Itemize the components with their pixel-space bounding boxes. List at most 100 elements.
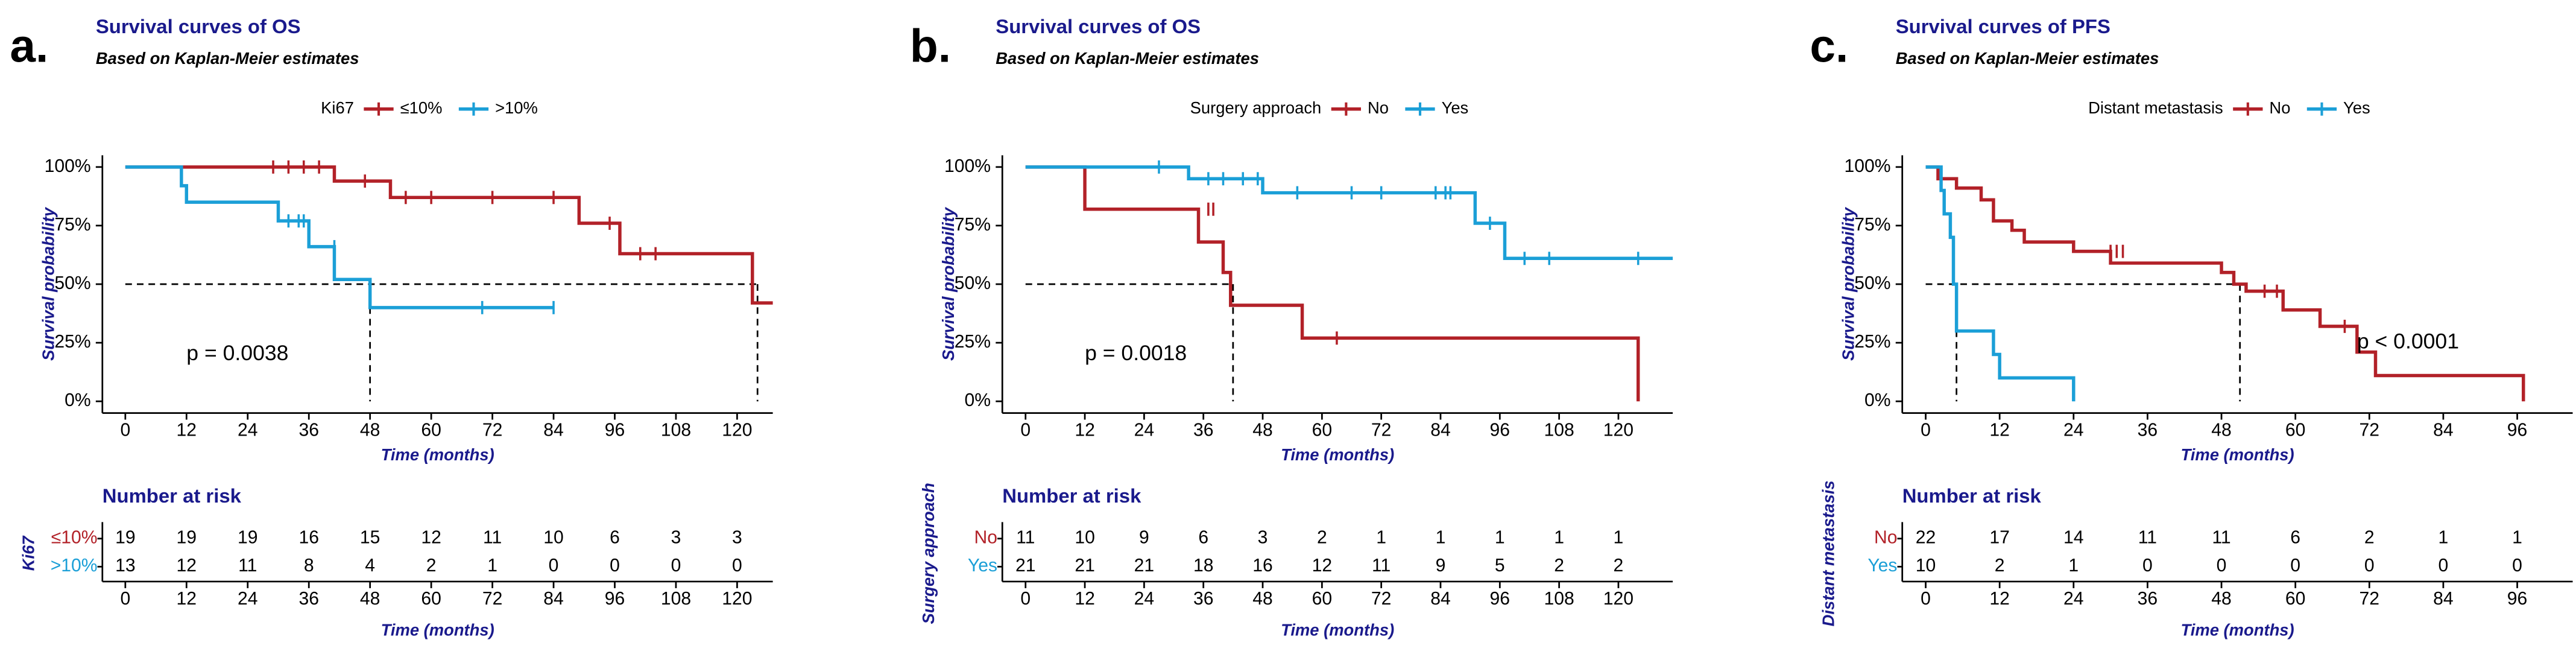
risk-x-label: Time (months): [381, 620, 494, 639]
risk-count: 1: [1554, 528, 1564, 548]
p-value: p = 0.0018: [1085, 341, 1187, 365]
risk-count: 21: [1134, 556, 1155, 576]
risk-count: 0: [2142, 556, 2153, 576]
risk-count: 6: [1198, 528, 1208, 548]
risk-count: 9: [1139, 528, 1149, 548]
risk-x-label: Time (months): [2181, 620, 2294, 639]
x-tick-label: 96: [605, 421, 625, 440]
risk-x-tick-label: 108: [661, 589, 691, 609]
risk-x-tick-label: 72: [2360, 589, 2379, 609]
risk-count: 11: [238, 556, 257, 576]
risk-x-tick-label: 0: [1921, 589, 1931, 609]
risk-count: 1: [1436, 528, 1446, 548]
risk-x-tick-label: 60: [2285, 589, 2305, 609]
x-tick-label: 60: [2285, 421, 2305, 440]
risk-count: 6: [2290, 528, 2300, 548]
survival-curve: [1925, 165, 2076, 402]
risk-count: 0: [549, 556, 559, 576]
risk-x-tick-label: 12: [1989, 589, 2010, 609]
risk-count: 19: [177, 528, 197, 548]
risk-x-tick-label: 96: [2507, 589, 2528, 609]
risk-x-label: Time (months): [1281, 620, 1394, 639]
y-tick-label: 25%: [955, 332, 991, 352]
x-tick-label: 108: [661, 421, 691, 440]
y-tick-label: 50%: [1854, 273, 1890, 293]
x-tick-label: 96: [2507, 421, 2528, 440]
risk-table-title: Number at risk: [1002, 484, 1141, 507]
risk-row-label: No: [974, 528, 998, 548]
risk-table-title: Number at risk: [103, 484, 242, 507]
x-tick-label: 36: [298, 421, 318, 440]
risk-count: 1: [2512, 528, 2522, 548]
x-tick-label: 0: [1921, 421, 1931, 440]
risk-count: 3: [671, 528, 681, 548]
risk-count: 6: [610, 528, 620, 548]
y-axis-label: Survival probability: [1839, 206, 1857, 361]
x-tick-label: 120: [722, 421, 752, 440]
risk-count: 3: [732, 528, 742, 548]
survival-curve: [125, 165, 773, 305]
risk-count: 16: [1252, 556, 1273, 576]
risk-count: 2: [1317, 528, 1327, 548]
risk-count: 11: [2212, 528, 2230, 548]
risk-count: 10: [543, 528, 564, 548]
risk-x-tick-label: 48: [2211, 589, 2231, 609]
risk-count: 19: [115, 528, 136, 548]
legend-label: >10%: [495, 98, 538, 117]
risk-count: 0: [2439, 556, 2449, 576]
risk-count: 9: [1436, 556, 1446, 576]
chart-subtitle: Based on Kaplan-Meier estimates: [996, 49, 1259, 68]
risk-x-tick-label: 12: [1075, 589, 1095, 609]
risk-count: 1: [487, 556, 497, 576]
risk-count: 1: [1376, 528, 1386, 548]
risk-x-tick-label: 24: [238, 589, 258, 609]
y-tick-label: 100%: [944, 156, 991, 176]
x-tick-label: 24: [1134, 421, 1155, 440]
x-tick-label: 108: [1544, 421, 1574, 440]
y-tick-label: 100%: [1845, 156, 1891, 176]
risk-count: 8: [304, 556, 314, 576]
risk-x-tick-label: 120: [1603, 589, 1634, 609]
risk-count: 2: [1554, 556, 1564, 576]
y-axis-label: Survival probability: [39, 206, 57, 361]
x-tick-label: 60: [421, 421, 441, 440]
risk-x-tick-label: 24: [1134, 589, 1155, 609]
risk-count: 0: [2290, 556, 2300, 576]
chart-title: Survival curves of OS: [96, 15, 301, 37]
survival-curve: [1025, 165, 1673, 261]
chart-subtitle: Based on Kaplan-Meier estimates: [1896, 49, 2159, 68]
risk-table-title: Number at risk: [1902, 484, 2042, 507]
x-tick-label: 84: [543, 421, 564, 440]
risk-count: 0: [2364, 556, 2375, 576]
chart-title: Survival curves of PFS: [1896, 15, 2110, 37]
x-tick-label: 72: [1371, 421, 1392, 440]
risk-count: 1: [2439, 528, 2449, 548]
p-value: p = 0.0038: [186, 341, 288, 365]
risk-count: 14: [2063, 528, 2083, 548]
panel-label: c.: [1810, 21, 1848, 72]
x-tick-label: 0: [1020, 421, 1031, 440]
risk-count: 19: [238, 528, 258, 548]
survival-curve: [1925, 165, 2525, 402]
risk-row-label: Yes: [1867, 556, 1897, 576]
risk-x-tick-label: 96: [1490, 589, 1511, 609]
legend-label: No: [2269, 98, 2290, 117]
x-tick-label: 12: [177, 421, 197, 440]
y-tick-label: 25%: [54, 332, 90, 352]
x-tick-label: 48: [2211, 421, 2231, 440]
survival-curve: [1025, 165, 1640, 402]
legend: Surgery approach No Yes: [1190, 98, 1469, 117]
legend: Ki67 ≤10% >10%: [321, 98, 538, 117]
x-tick-label: 36: [2138, 421, 2158, 440]
risk-count: 0: [610, 556, 620, 576]
risk-x-tick-label: 120: [722, 589, 752, 609]
legend-label: Yes: [1442, 98, 1469, 117]
risk-row-label: ≤10%: [51, 528, 98, 548]
risk-count: 16: [298, 528, 318, 548]
risk-x-tick-label: 36: [1193, 589, 1214, 609]
risk-x-tick-label: 60: [421, 589, 441, 609]
y-tick-label: 75%: [955, 215, 991, 235]
x-tick-label: 60: [1312, 421, 1333, 440]
x-tick-label: 84: [1430, 421, 1451, 440]
x-tick-label: 96: [1490, 421, 1511, 440]
